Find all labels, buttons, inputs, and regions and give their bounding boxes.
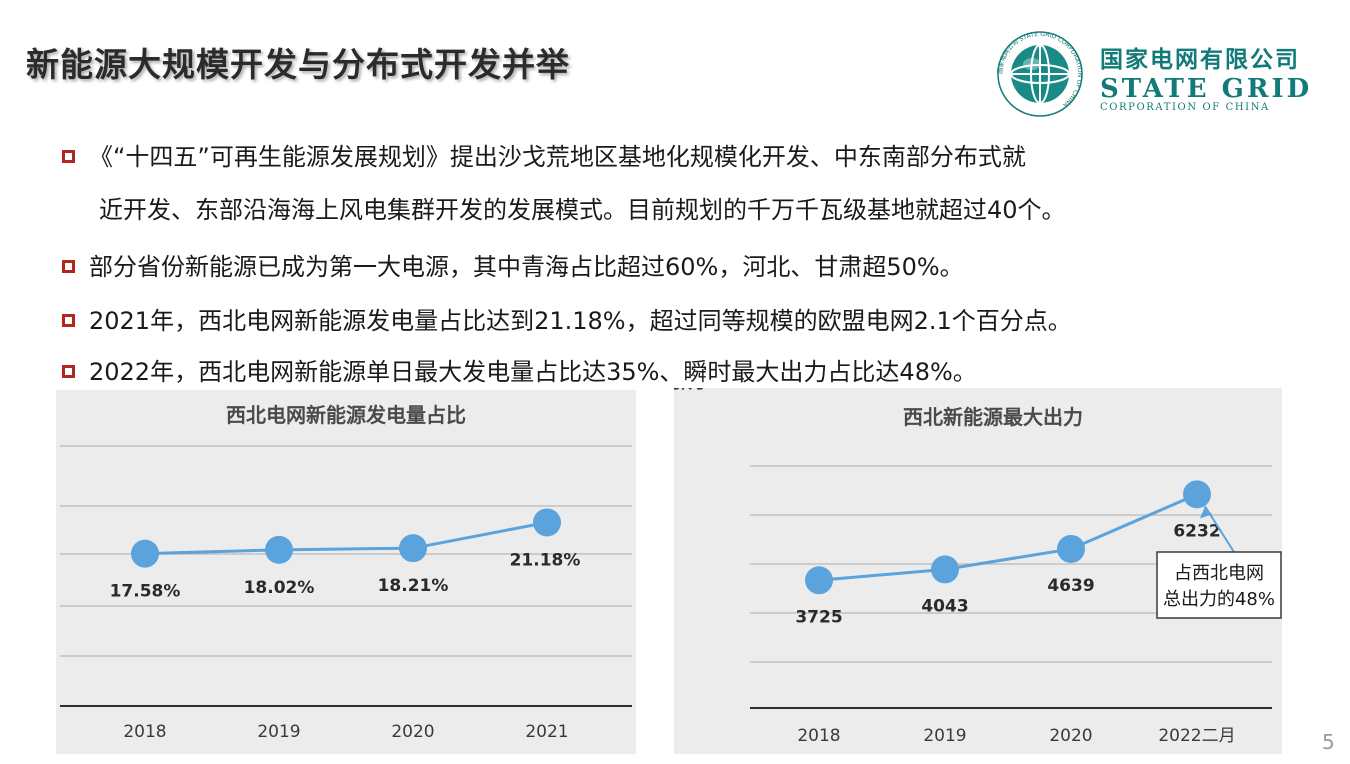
data-label: 18.21% <box>378 576 449 596</box>
page-number: 5 <box>1322 730 1335 754</box>
series-line <box>144 520 548 556</box>
bullet-square-icon <box>62 314 75 327</box>
x-tick-label: 2022二月 <box>1158 726 1235 746</box>
y-axis-label: 最大出力/万kW <box>674 388 738 393</box>
bullet-text: 部分省份新能源已成为第一大电源，其中青海占比超过60%，河北、甘肃超50%。 <box>89 253 964 281</box>
data-point <box>265 535 293 564</box>
x-tick-label: 2019 <box>257 722 300 742</box>
bullet-text: 2021年，西北电网新能源发电量占比达到21.18%，超过同等规模的欧盟电网2.… <box>89 307 1072 335</box>
bullet-item: 《“十四五”可再生能源发展规划》提出沙戈荒地区基地化规模化开发、中东南部分布式就 <box>62 142 1026 172</box>
logo-company-sub: CORPORATION OF CHINA <box>1100 102 1270 113</box>
x-tick-label: 2019 <box>923 726 966 746</box>
bullet-item: 2021年，西北电网新能源发电量占比达到21.18%，超过同等规模的欧盟电网2.… <box>62 306 1072 336</box>
bullet-square-icon <box>62 260 75 273</box>
data-label: 17.58% <box>110 582 181 602</box>
bullet-text: 2022年，西北电网新能源单日最大发电量占比达35%、瞬时最大出力占比达48%。 <box>89 358 977 386</box>
bullet-item: 部分省份新能源已成为第一大电源，其中青海占比超过60%，河北、甘肃超50%。 <box>62 252 964 282</box>
logo-text: 国家电网有限公司 STATE GRID CORPORATION OF CHINA <box>1100 40 1313 113</box>
data-label: 18.02% <box>244 578 315 598</box>
annotation-arrowhead <box>1200 506 1212 519</box>
annotation-line2: 总出力的48% <box>1163 589 1275 610</box>
data-point <box>399 534 427 563</box>
x-tick-label: 2018 <box>123 722 166 742</box>
data-label: 21.18% <box>510 550 581 570</box>
chart-title: 西北电网新能源发电量占比 <box>226 403 466 427</box>
chart-max-output: 西北新能源最大出力 最大出力/万kW 3725 4043 4639 6232 2018 201… <box>674 388 1282 754</box>
data-point <box>533 508 561 537</box>
logo-company-cn: 国家电网有限公司 <box>1100 47 1300 73</box>
bullet-item-continuation: 近开发、东部沿海海上风电集群开发的发展模式。目前规划的千万千瓦级基地就超过40个… <box>99 195 1066 225</box>
bullet-square-icon <box>62 365 75 378</box>
state-grid-globe-logo-icon: 国家电网公司 STATE GRID CORPORATION OF CHINA <box>997 31 1083 117</box>
data-point <box>1057 534 1085 563</box>
logo-company-en: STATE GRID <box>1100 74 1313 104</box>
series-line <box>818 492 1198 582</box>
bullet-square-icon <box>62 150 75 163</box>
annotation-box <box>1156 551 1282 619</box>
page-title: 新能源大规模开发与分布式开发并举 <box>26 45 570 84</box>
x-tick-label: 2020 <box>1049 726 1092 746</box>
bullet-item: 2022年，西北电网新能源单日最大发电量占比达35%、瞬时最大出力占比达48%。 <box>62 357 977 387</box>
x-tick-label: 2020 <box>391 722 434 742</box>
data-label: 6232 <box>1173 521 1220 541</box>
annotation-line1: 占西北电网 <box>1174 563 1264 584</box>
bullet-text: 近开发、东部沿海海上风电集群开发的发展模式。目前规划的千万千瓦级基地就超过40个… <box>99 196 1066 224</box>
data-label: 4043 <box>921 596 968 616</box>
data-point <box>805 566 833 595</box>
chart-share: 西北电网新能源发电量占比 17.58% 18.02% 18.21% 21.18% 2018… <box>56 390 636 754</box>
chart-share-svg: 西北电网新能源发电量占比 17.58% 18.02% 18.21% 21.18% 2018… <box>60 403 632 742</box>
x-tick-label: 2018 <box>797 726 840 746</box>
data-label: 4639 <box>1047 576 1094 596</box>
chart-title: 西北新能源最大出力 <box>903 405 1083 429</box>
bullet-text: 《“十四五”可再生能源发展规划》提出沙戈荒地区基地化规模化开发、中东南部分布式就 <box>89 143 1026 171</box>
chart-max-output-svg: 西北新能源最大出力 最大出力/万kW 3725 4043 4639 6232 2018 201… <box>674 388 1282 746</box>
data-point <box>1183 480 1211 509</box>
data-point <box>131 539 159 568</box>
data-point <box>931 555 959 584</box>
data-label: 3725 <box>795 607 842 627</box>
x-tick-label: 2021 <box>525 722 568 742</box>
